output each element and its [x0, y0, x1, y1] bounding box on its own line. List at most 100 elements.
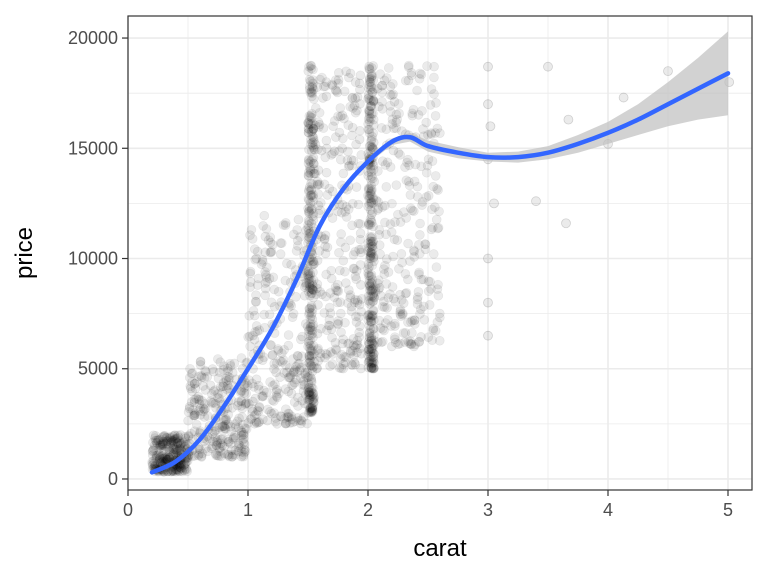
- data-point: [354, 134, 365, 145]
- data-point: [300, 277, 310, 288]
- data-point: [366, 96, 376, 106]
- data-point: [344, 338, 354, 349]
- data-point: [251, 418, 262, 428]
- data-point: [368, 195, 379, 205]
- data-point: [312, 283, 322, 294]
- data-point: [375, 249, 385, 260]
- data-point: [339, 351, 349, 362]
- data-point: [191, 419, 202, 430]
- data-point: [365, 348, 376, 359]
- data-point: [184, 372, 195, 383]
- data-point: [283, 340, 294, 351]
- data-point: [367, 241, 377, 251]
- data-point: [364, 344, 375, 355]
- data-point: [264, 309, 275, 320]
- data-point: [304, 304, 315, 314]
- data-point: [207, 429, 218, 439]
- y-axis-title: price: [11, 227, 38, 279]
- data-point: [307, 126, 318, 136]
- data-point: [283, 411, 293, 422]
- data-point: [343, 120, 354, 130]
- data-point: [154, 449, 164, 460]
- data-point: [238, 451, 249, 462]
- data-point: [304, 390, 314, 400]
- y-tick-label: 15000: [68, 138, 118, 158]
- data-point: [261, 272, 272, 282]
- data-point: [173, 438, 183, 448]
- data-point: [308, 123, 319, 134]
- data-point: [187, 368, 198, 379]
- data-point: [308, 285, 318, 295]
- data-point: [306, 350, 317, 361]
- data-point: [333, 318, 343, 329]
- data-point: [356, 306, 366, 317]
- data-point: [338, 363, 348, 374]
- data-point: [364, 64, 375, 75]
- data-point: [157, 432, 168, 442]
- data-point: [253, 417, 264, 428]
- data-point: [191, 393, 201, 404]
- data-point: [407, 205, 418, 216]
- data-point: [248, 330, 258, 341]
- data-point: [426, 284, 436, 294]
- data-point: [308, 84, 319, 95]
- data-point: [338, 168, 349, 179]
- data-point: [299, 282, 310, 292]
- data-point: [308, 292, 319, 303]
- data-point: [195, 357, 206, 367]
- data-point: [259, 352, 269, 363]
- data-point: [194, 449, 204, 459]
- data-point: [196, 451, 207, 461]
- data-point: [219, 361, 229, 371]
- data-point: [303, 206, 314, 217]
- data-point: [306, 406, 317, 417]
- data-point: [561, 218, 571, 229]
- data-point: [313, 189, 324, 199]
- data-point: [328, 121, 338, 132]
- data-point: [415, 230, 425, 240]
- data-point: [368, 310, 378, 321]
- data-point: [366, 217, 377, 228]
- data-point: [148, 437, 158, 448]
- data-point: [277, 348, 287, 359]
- data-point: [214, 451, 224, 461]
- data-point: [304, 185, 314, 195]
- data-point: [185, 383, 196, 394]
- data-point: [285, 372, 295, 383]
- data-point: [327, 186, 338, 197]
- data-point: [308, 388, 319, 399]
- data-point: [270, 379, 280, 390]
- data-point: [368, 290, 378, 301]
- data-point: [483, 61, 493, 72]
- data-point: [308, 332, 318, 343]
- data-point: [367, 142, 378, 153]
- data-point: [239, 447, 250, 458]
- data-point: [275, 249, 286, 259]
- data-point: [304, 324, 315, 335]
- data-point: [305, 198, 316, 208]
- data-point: [168, 450, 178, 460]
- data-point: [364, 128, 375, 138]
- data-point: [262, 277, 272, 287]
- data-point: [363, 315, 374, 326]
- data-point: [365, 251, 376, 262]
- data-point: [367, 363, 378, 374]
- data-point: [195, 356, 206, 367]
- data-point: [245, 282, 255, 292]
- x-tick-label: 1: [243, 500, 253, 520]
- data-point: [307, 345, 318, 355]
- data-point: [356, 247, 366, 258]
- data-point: [363, 90, 374, 100]
- data-point: [368, 236, 378, 247]
- data-point: [295, 334, 306, 345]
- data-point: [306, 63, 317, 74]
- data-point: [304, 389, 314, 400]
- data-point: [236, 443, 246, 453]
- data-point: [426, 84, 437, 94]
- data-point: [307, 403, 317, 414]
- data-point: [339, 86, 350, 97]
- data-point: [260, 283, 271, 294]
- data-point: [305, 318, 316, 329]
- data-point: [173, 466, 183, 476]
